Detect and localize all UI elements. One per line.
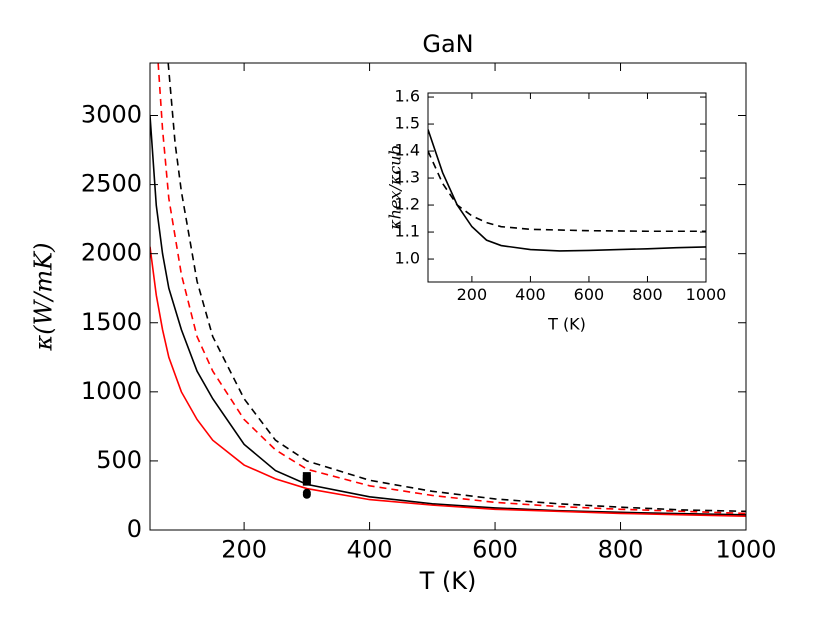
axes-frame bbox=[149, 62, 747, 531]
data-line bbox=[157, 63, 746, 515]
y-tick-label: 1.3 bbox=[395, 168, 420, 187]
x-tick-label: 600 bbox=[472, 535, 518, 563]
y-tick-label: 500 bbox=[96, 446, 142, 474]
y-tick-label: 3000 bbox=[81, 101, 142, 129]
y-tick-label: 1.5 bbox=[395, 114, 420, 133]
data-line bbox=[150, 246, 746, 517]
plot-area bbox=[150, 63, 746, 517]
x-tick-label: 800 bbox=[598, 535, 644, 563]
y-tick-label: 0 bbox=[127, 515, 142, 543]
x-tick-label: 400 bbox=[515, 285, 546, 304]
y-tick-label: 2500 bbox=[81, 170, 142, 198]
y-tick-label: 1.4 bbox=[395, 141, 420, 160]
x-tick-label: 200 bbox=[221, 535, 267, 563]
y-tick-label: 1500 bbox=[81, 308, 142, 336]
axes-frame bbox=[427, 92, 707, 283]
plot-area bbox=[428, 129, 706, 252]
x-tick-label: 200 bbox=[457, 285, 488, 304]
y-axis-label: κhex/κcub bbox=[386, 145, 405, 231]
axes-background bbox=[428, 93, 706, 282]
y-tick-label: 1.1 bbox=[395, 222, 420, 241]
data-line bbox=[428, 150, 706, 233]
axes: 200 400 600 800 1000 1.0 1.1 1.2 1.3 1.4 1.5 1.6 T (… bbox=[386, 87, 727, 334]
marker-circle bbox=[302, 490, 311, 499]
x-tick-label: 600 bbox=[574, 285, 605, 304]
y-axis-label: κ(W/mK) bbox=[30, 243, 58, 352]
data-line bbox=[167, 63, 746, 513]
axes: 200 400 600 800 1000 0 500 1000 1500 2000 2500 3000… bbox=[30, 30, 777, 595]
chart-title: GaN bbox=[422, 30, 473, 58]
y-tick-label: 2000 bbox=[81, 239, 142, 267]
x-tick-label: 1000 bbox=[686, 285, 727, 304]
marker-square bbox=[302, 477, 311, 486]
y-tick-label: 1000 bbox=[81, 377, 142, 405]
x-tick-label: 1000 bbox=[715, 535, 776, 563]
x-tick-label: 800 bbox=[632, 285, 663, 304]
x-axis-label: T (K) bbox=[547, 315, 586, 334]
y-tick-label: 1.2 bbox=[395, 195, 420, 214]
y-tick-label: 1.6 bbox=[395, 87, 420, 106]
x-axis-label: T (K) bbox=[419, 567, 477, 595]
data-line bbox=[150, 115, 746, 516]
y-tick-label: 1.0 bbox=[395, 249, 420, 268]
x-tick-label: 400 bbox=[347, 535, 393, 563]
